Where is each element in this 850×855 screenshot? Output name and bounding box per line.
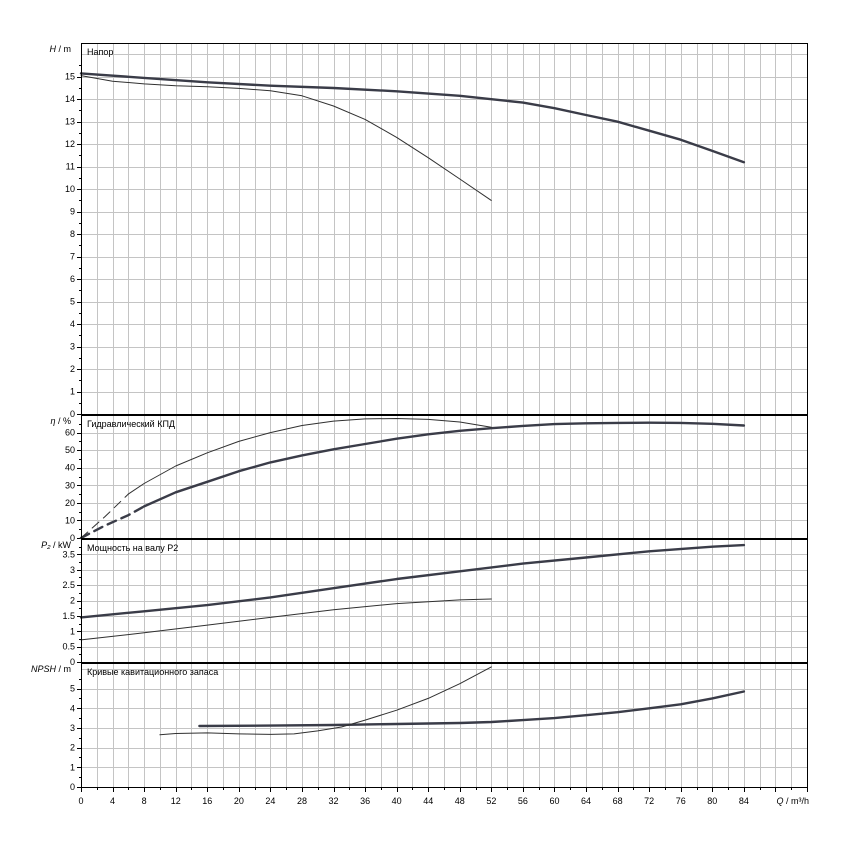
y-axis-symbol: P₂ bbox=[41, 540, 51, 550]
series-efficiency-thick bbox=[142, 421, 746, 508]
y-tick-label: 0 bbox=[70, 657, 75, 667]
y-tick-label: 0 bbox=[70, 782, 75, 792]
x-tick-label: 32 bbox=[329, 796, 339, 806]
y-tick-label: 13 bbox=[65, 117, 75, 127]
x-axis-unit: / m³/h bbox=[783, 796, 809, 806]
y-tick-label: 3 bbox=[70, 565, 75, 575]
series-efficiency-thin-dashed bbox=[80, 493, 129, 539]
y-tick-label: 8 bbox=[70, 229, 75, 239]
panel-title: Напор bbox=[87, 47, 113, 57]
y-tick-label: 3 bbox=[70, 723, 75, 733]
y-tick-label: 11 bbox=[66, 162, 75, 172]
x-tick-label: 48 bbox=[455, 796, 465, 806]
series-npsh-thin bbox=[159, 666, 492, 736]
panel-frame bbox=[81, 415, 808, 539]
x-tick-label: 56 bbox=[518, 796, 528, 806]
x-tick-label: 44 bbox=[423, 796, 433, 806]
y-tick-label: 0 bbox=[70, 533, 75, 543]
series-efficiency-thin bbox=[127, 418, 492, 495]
y-tick-label: 40 bbox=[65, 463, 75, 473]
x-tick-label: 4 bbox=[110, 796, 115, 806]
series-npsh-thick bbox=[198, 690, 746, 728]
y-axis-title: NPSH / m bbox=[31, 664, 71, 674]
y-axis-symbol: η bbox=[50, 416, 55, 426]
y-tick-label: 2 bbox=[70, 596, 75, 606]
y-tick-label: 1 bbox=[70, 387, 75, 397]
series-head-thick bbox=[79, 72, 746, 164]
x-axis: 0 4 8 12 16 20 24 28 32 36 40 44 48 52 56 60 64 68 72 76 80 8… bbox=[78, 787, 809, 806]
y-tick-label: 10 bbox=[65, 184, 75, 194]
y-tick-label: 4 bbox=[70, 703, 75, 713]
y-tick-label: 2.5 bbox=[62, 580, 75, 590]
series-efficiency-thick-dashed bbox=[79, 505, 146, 540]
series-power-thick bbox=[79, 543, 746, 619]
x-axis-title: Q / m³/h bbox=[776, 796, 809, 806]
y-tick-label: 3 bbox=[70, 342, 75, 352]
y-tick-label: 5 bbox=[70, 297, 75, 307]
y-tick-label: 50 bbox=[65, 445, 75, 455]
y-tick-label: 1 bbox=[70, 626, 75, 636]
y-axis-unit: / m bbox=[56, 44, 71, 54]
y-tick-label: 60 bbox=[65, 428, 75, 438]
series-head-thin bbox=[80, 75, 492, 201]
y-axis-unit: / % bbox=[55, 416, 71, 426]
y-tick-label: 6 bbox=[70, 274, 75, 284]
y-tick-label: 15 bbox=[65, 72, 75, 82]
y-tick-label: 0 bbox=[70, 409, 75, 419]
y-tick-label: 12 bbox=[65, 139, 75, 149]
x-tick-label: 20 bbox=[234, 796, 244, 806]
x-tick-label: 8 bbox=[142, 796, 147, 806]
x-tick-label: 52 bbox=[486, 796, 496, 806]
x-tick-label: 80 bbox=[707, 796, 717, 806]
x-tick-label: 12 bbox=[171, 796, 181, 806]
panel-efficiency: 0 10 20 30 40 50 60 η / % Гидравлический КПД bbox=[50, 415, 808, 543]
y-axis-unit: / kW bbox=[51, 540, 72, 550]
panel-frame bbox=[81, 539, 808, 663]
panel-npsh: 0 1 2 3 4 5 NPSH / m Кривые кавитационного запа… bbox=[31, 663, 808, 792]
y-tick-label: 0.5 bbox=[62, 642, 75, 652]
x-tick-label: 16 bbox=[202, 796, 212, 806]
panel-frame bbox=[81, 43, 808, 415]
panel-title: Кривые кавитационного запаса bbox=[87, 667, 218, 677]
x-tick-label: 64 bbox=[581, 796, 591, 806]
y-tick-label: 20 bbox=[65, 498, 75, 508]
x-tick-label: 72 bbox=[644, 796, 654, 806]
y-tick-label: 1 bbox=[70, 762, 75, 772]
y-tick-label: 2 bbox=[70, 364, 75, 374]
y-tick-label: 10 bbox=[65, 515, 75, 525]
x-tick-label: 76 bbox=[676, 796, 686, 806]
y-tick-label: 4 bbox=[70, 319, 75, 329]
x-tick-label: 0 bbox=[78, 796, 83, 806]
panel-power: 00.511.522.533.5P₂ / kW Мощность на валу … bbox=[41, 539, 808, 667]
x-tick-label: 68 bbox=[613, 796, 623, 806]
y-axis-title: η / % bbox=[50, 416, 71, 426]
series-power-thin bbox=[80, 598, 492, 641]
x-tick-label: 40 bbox=[392, 796, 402, 806]
y-axis-title: H / m bbox=[50, 44, 72, 54]
x-axis-symbol: Q bbox=[776, 796, 783, 806]
x-tick-label: 24 bbox=[265, 796, 275, 806]
x-tick-label: 28 bbox=[297, 796, 307, 806]
y-axis-title: P₂ / kW bbox=[41, 540, 71, 550]
x-tick-label: 60 bbox=[549, 796, 559, 806]
y-tick-label: 30 bbox=[65, 480, 75, 490]
y-axis-unit: / m bbox=[56, 664, 71, 674]
x-tick-label: 84 bbox=[739, 796, 749, 806]
y-axis-symbol: NPSH bbox=[31, 664, 57, 674]
y-tick-label: 7 bbox=[70, 252, 75, 262]
y-tick-label: 14 bbox=[65, 94, 75, 104]
y-tick-label: 1.5 bbox=[62, 611, 75, 621]
y-tick-label: 5 bbox=[70, 684, 75, 694]
y-tick-label: 2 bbox=[70, 743, 75, 753]
y-tick-label: 3.5 bbox=[62, 549, 75, 559]
y-tick-label: 9 bbox=[70, 207, 75, 217]
panel-title: Мощность на валу P2 bbox=[87, 543, 178, 553]
panel-title: Гидравлический КПД bbox=[87, 419, 175, 429]
x-tick-label: 36 bbox=[360, 796, 370, 806]
y-axis-symbol: H bbox=[50, 44, 57, 54]
